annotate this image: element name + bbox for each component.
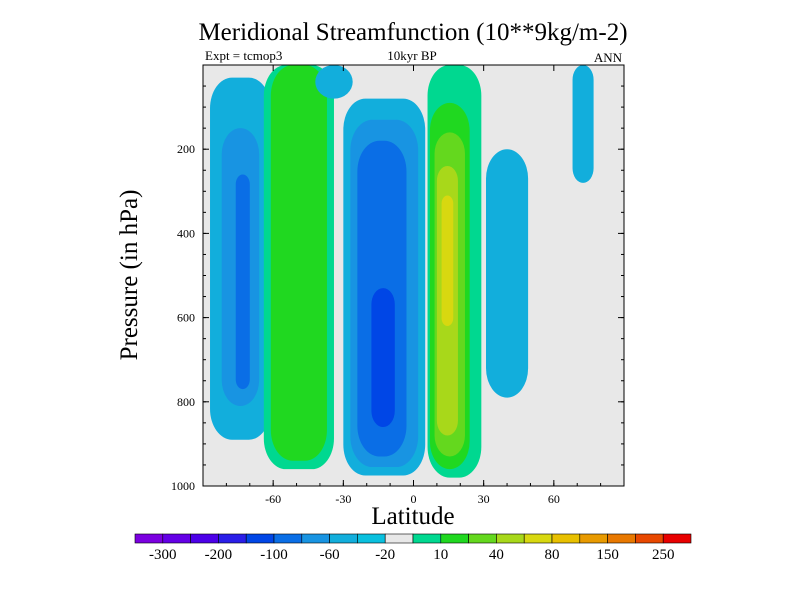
x-axis-label: Latitude bbox=[371, 503, 454, 530]
y-tick-label: 600 bbox=[177, 311, 195, 325]
subtitle-right: ANN bbox=[594, 50, 623, 65]
colorbar-swatch bbox=[412, 533, 442, 544]
colorbar-swatch bbox=[635, 533, 664, 544]
subtitle-left: Expt = tcmop3 bbox=[205, 48, 282, 63]
y-tick-label: 400 bbox=[177, 226, 195, 240]
colorbar-label: 80 bbox=[545, 547, 560, 563]
colorbar-swatch bbox=[218, 533, 247, 544]
x-tick-label: 30 bbox=[478, 492, 490, 506]
colorbar-swatch bbox=[468, 533, 497, 544]
colorbar-swatch bbox=[134, 533, 164, 544]
y-tick-label: 1000 bbox=[171, 479, 195, 493]
colorbar-swatch bbox=[662, 533, 692, 544]
cell-nh-polar-blue bbox=[572, 65, 594, 183]
cell-hadley-s-core bbox=[371, 288, 395, 428]
colorbar-label: -20 bbox=[375, 547, 395, 563]
colorbar-label: 10 bbox=[433, 547, 448, 563]
contour-cells bbox=[210, 65, 594, 478]
x-tick-label: 0 bbox=[411, 492, 417, 506]
colorbar-swatch bbox=[384, 533, 414, 544]
colorbar-label: -60 bbox=[320, 547, 340, 563]
colorbar-swatch bbox=[357, 533, 386, 544]
colorbar-swatch bbox=[579, 533, 608, 544]
colorbar-swatch bbox=[551, 533, 581, 544]
colorbar-swatch bbox=[245, 533, 275, 544]
chart-title: Meridional Streamfunction (10**9kg/m-2) bbox=[198, 19, 627, 46]
y-tick-label: 800 bbox=[177, 395, 195, 409]
colorbar-swatch bbox=[607, 533, 636, 544]
cell-nh-subtrop-blue bbox=[486, 149, 529, 398]
colorbar-swatch bbox=[162, 533, 191, 544]
cell-hadley-n-core bbox=[441, 195, 454, 327]
colorbar-label: -100 bbox=[260, 547, 288, 563]
colorbar-label: 40 bbox=[489, 547, 504, 563]
x-tick-label: -60 bbox=[265, 492, 281, 506]
x-tick-label: 60 bbox=[548, 492, 560, 506]
colorbar-swatch bbox=[523, 533, 553, 544]
cell-ferrel-core bbox=[270, 65, 327, 461]
y-tick-label: 200 bbox=[177, 142, 195, 156]
axes: -60 -30 0 30 60 200 400 600 800 1000 bbox=[171, 65, 625, 506]
colorbar-swatch bbox=[190, 533, 219, 544]
colorbar-swatch bbox=[329, 533, 358, 544]
colorbar-swatch bbox=[273, 533, 303, 544]
cell-nh-polar-core bbox=[235, 174, 250, 390]
colorbar: -300 -200 -100 -60 -20 10 40 80 150 250 bbox=[134, 533, 692, 563]
colorbar-swatch bbox=[301, 533, 330, 544]
colorbar-swatch bbox=[440, 533, 469, 544]
colorbar-label: -200 bbox=[205, 547, 233, 563]
subtitle-center: 10kyr BP bbox=[387, 48, 436, 63]
y-axis-label: Pressure (in hPa) bbox=[116, 190, 143, 361]
colorbar-swatch bbox=[496, 533, 525, 544]
colorbar-label: 150 bbox=[596, 547, 619, 563]
cell-jet-band bbox=[315, 65, 353, 99]
colorbar-label: -300 bbox=[149, 547, 177, 563]
x-tick-label: -30 bbox=[335, 492, 351, 506]
colorbar-label: 250 bbox=[652, 547, 675, 563]
